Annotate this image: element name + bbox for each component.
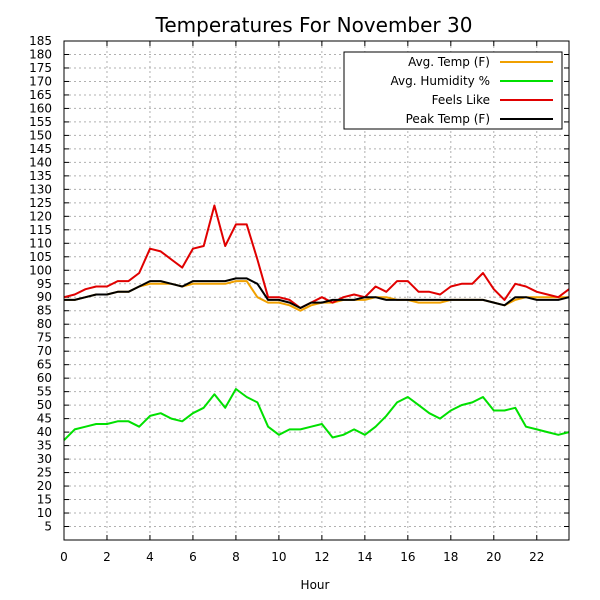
legend-label-peak-temp-f: Peak Temp (F) <box>406 112 490 126</box>
series-line-feels-like <box>63 204 570 309</box>
y-tick-label: 130 <box>29 182 52 196</box>
legend: Avg. Temp (F) Avg. Humidity % Feels Like Pe… <box>343 51 563 130</box>
y-tick-label: 95 <box>37 277 52 291</box>
x-tick-label: 14 <box>357 550 372 564</box>
y-tick-label: 10 <box>37 506 52 520</box>
y-tick-label: 70 <box>37 344 52 358</box>
y-tick-label: 170 <box>29 74 52 88</box>
legend-label-avg-temp-f: Avg. Temp (F) <box>408 55 490 69</box>
y-tick-label: 60 <box>37 371 52 385</box>
y-tick-label: 30 <box>37 452 52 466</box>
x-tick-label: 20 <box>486 550 501 564</box>
y-tick-label: 135 <box>29 169 52 183</box>
plot-frame <box>63 40 570 541</box>
y-tick-label: 50 <box>37 398 52 412</box>
x-tick-label: 10 <box>271 550 286 564</box>
y-tick-label: 185 <box>29 34 52 48</box>
series-line-peak-temp-f <box>64 277 570 309</box>
y-tick-label: 155 <box>29 115 52 129</box>
x-tick-label: 4 <box>146 550 154 564</box>
legend-box <box>343 51 563 130</box>
y-tick-label: 40 <box>37 425 52 439</box>
y-tick-label: 160 <box>29 101 52 115</box>
y-tick-label: 115 <box>29 223 52 237</box>
x-tick-label: 2 <box>103 550 111 564</box>
y-axis-ticks: 5101520253035404550556065707580859095100… <box>29 34 569 534</box>
chart-title: Temperatures For November 30 <box>155 13 473 37</box>
x-tick-label: 18 <box>443 550 458 564</box>
x-tick-label: 8 <box>232 550 240 564</box>
x-tick-label: 12 <box>314 550 329 564</box>
series-line-avg-humidity <box>63 388 570 441</box>
x-tick-label: 0 <box>60 550 68 564</box>
y-tick-label: 150 <box>29 128 52 142</box>
y-tick-label: 5 <box>44 520 52 534</box>
y-tick-label: 165 <box>29 88 52 102</box>
y-tick-label: 85 <box>37 304 52 318</box>
y-tick-label: 175 <box>29 61 52 75</box>
y-tick-label: 75 <box>37 331 52 345</box>
legend-label-avg-humidity: Avg. Humidity % <box>391 74 490 88</box>
y-tick-label: 35 <box>37 439 52 453</box>
y-tick-label: 15 <box>37 493 52 507</box>
y-tick-label: 105 <box>29 250 52 264</box>
y-tick-label: 140 <box>29 155 52 169</box>
y-tick-label: 80 <box>37 317 52 331</box>
x-axis-ticks: 0 2 4 6 8 10 12 14 16 18 20 22 <box>60 41 544 564</box>
y-tick-label: 20 <box>37 479 52 493</box>
x-tick-label: 6 <box>189 550 197 564</box>
legend-label-feels-like: Feels Like <box>432 93 490 107</box>
y-tick-label: 120 <box>29 209 52 223</box>
y-tick-label: 145 <box>29 142 52 156</box>
y-tick-label: 110 <box>29 236 52 250</box>
y-tick-label: 55 <box>37 385 52 399</box>
y-tick-label: 25 <box>37 466 52 480</box>
y-tick-label: 100 <box>29 263 52 277</box>
x-tick-label: 16 <box>400 550 415 564</box>
y-tick-label: 90 <box>37 290 52 304</box>
y-tick-label: 125 <box>29 196 52 210</box>
y-tick-label: 180 <box>29 47 52 61</box>
x-axis-label: Hour <box>301 578 330 592</box>
series-group <box>63 204 570 441</box>
y-tick-label: 45 <box>37 412 52 426</box>
x-tick-label: 22 <box>529 550 544 564</box>
y-tick-label: 65 <box>37 358 52 372</box>
